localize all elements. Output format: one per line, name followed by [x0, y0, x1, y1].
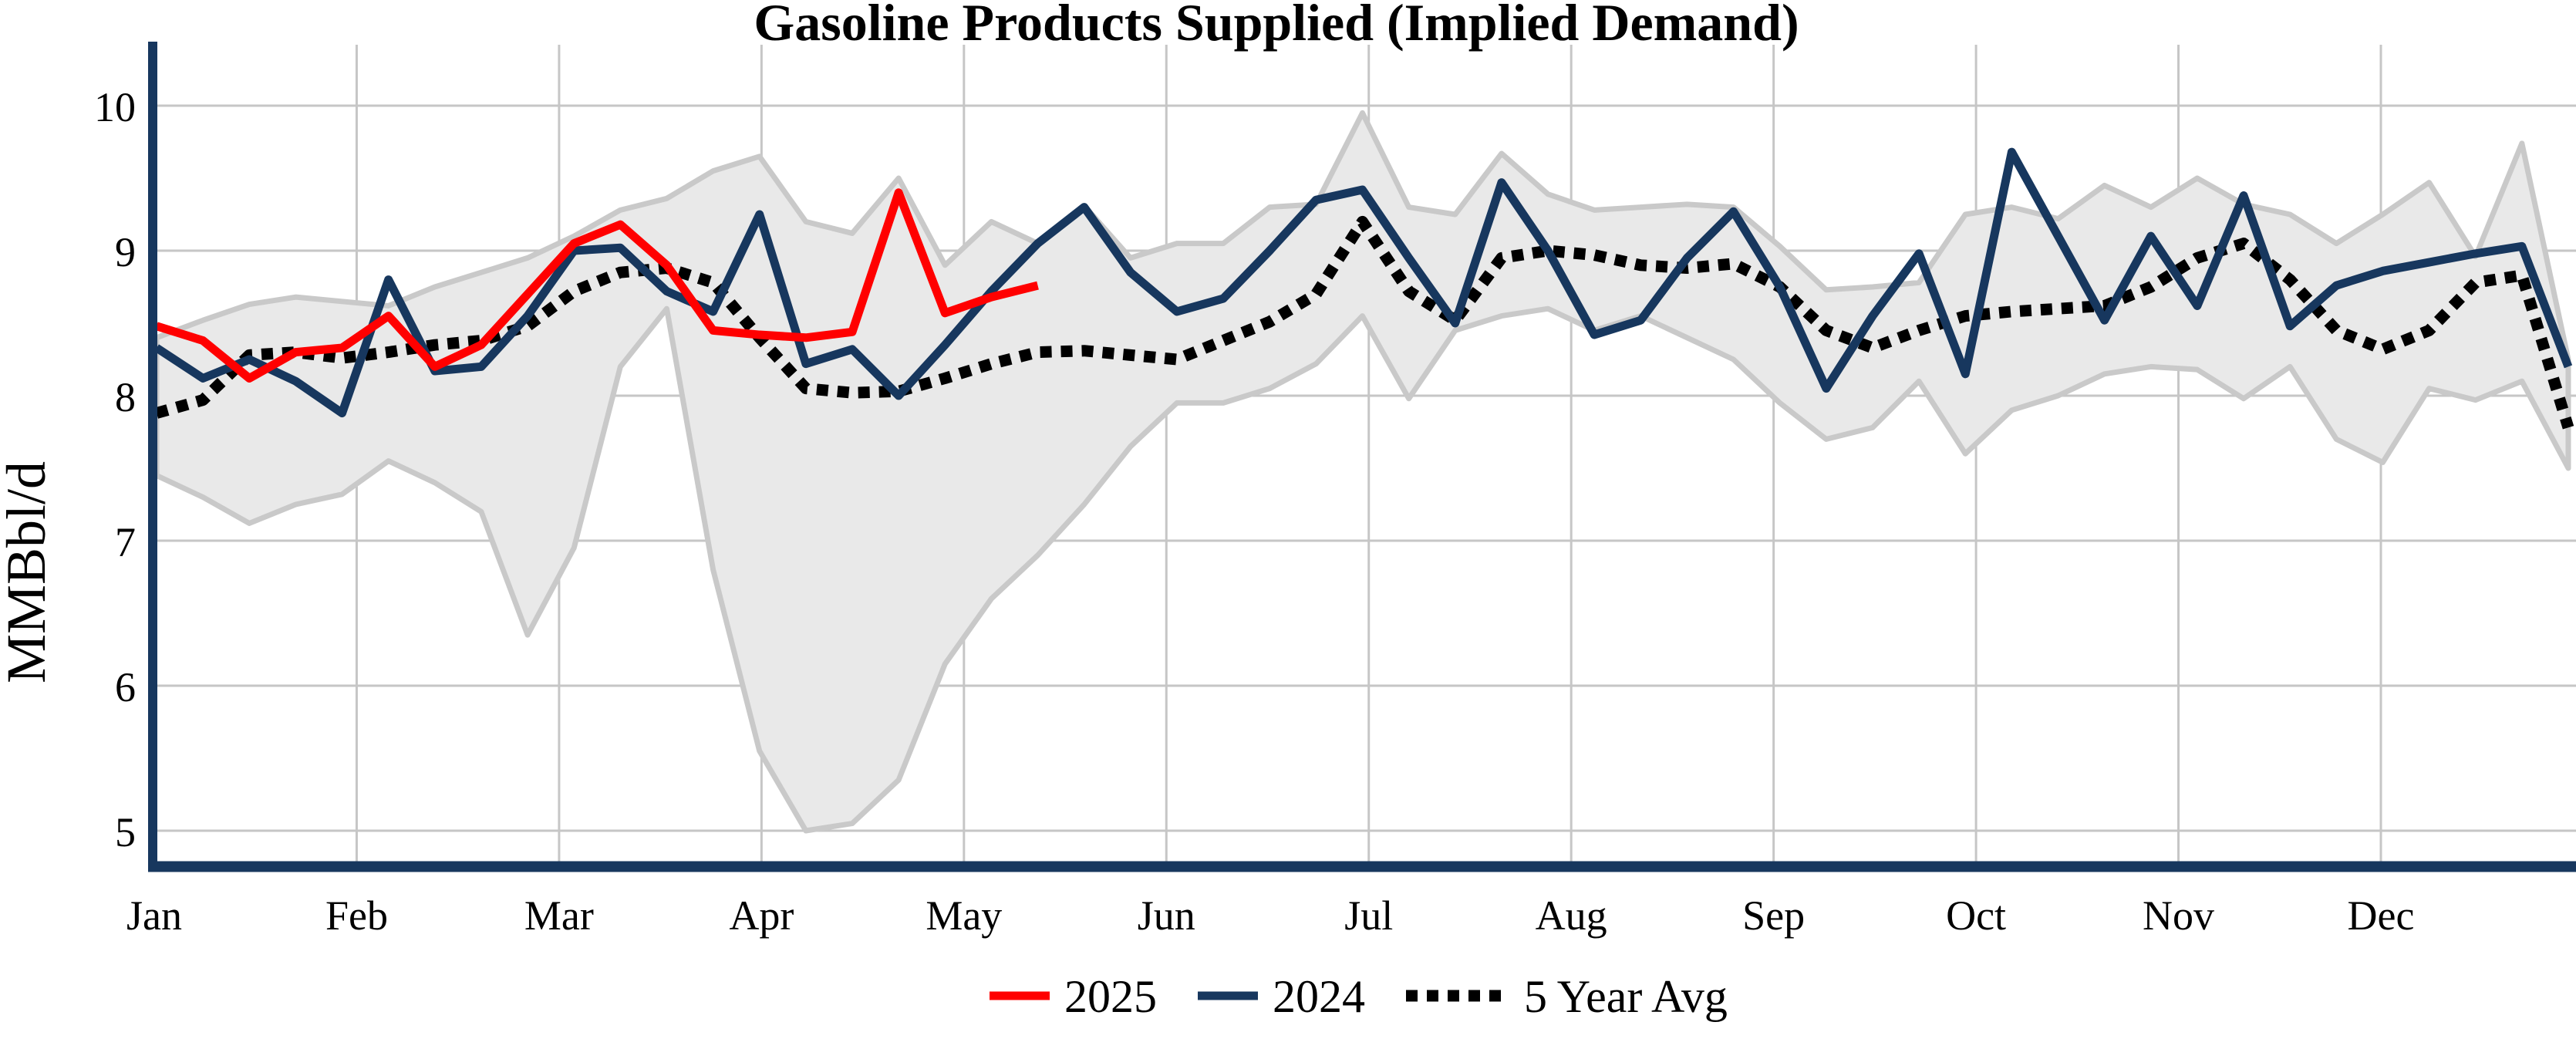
y-tick-6: 6 [115, 664, 136, 710]
y-axis-spine [148, 42, 157, 872]
x-tick-nov: Nov [2143, 892, 2214, 939]
x-tick-apr: Apr [729, 892, 794, 939]
legend-label-2025: 2025 [1064, 971, 1157, 1022]
x-tick-jan: Jan [126, 892, 182, 939]
five-year-range-polygon [153, 110, 2571, 834]
y-tick-8: 8 [115, 374, 136, 420]
y-tick-7: 7 [115, 519, 136, 565]
y-tick-9: 9 [115, 229, 136, 275]
x-tick-jul: Jul [1344, 892, 1393, 939]
x-tick-aug: Aug [1536, 892, 1607, 939]
y-axis-label: MMBbl/d [0, 461, 57, 683]
x-tick-may: May [926, 892, 1002, 939]
axis-spines [148, 42, 2576, 872]
y-tick-5: 5 [115, 809, 136, 855]
legend: 2025 2024 5 Year Avg [990, 971, 1728, 1022]
legend-label-2024: 2024 [1273, 971, 1365, 1022]
x-tick-sep: Sep [1742, 892, 1805, 939]
x-tick-feb: Feb [325, 892, 388, 939]
y-tick-10: 10 [94, 84, 136, 130]
x-tick-mar: Mar [524, 892, 594, 939]
five-year-range-band [153, 110, 2571, 834]
series-line-2025 [155, 188, 1039, 383]
tick-labels: 10 9 8 7 6 5 Jan Feb Mar Apr May Jun Jul Aug Sep Oct Nov… [94, 84, 2414, 939]
series-line-5-year-avg [154, 215, 2574, 430]
x-tick-jun: Jun [1138, 892, 1195, 939]
x-axis-spine [148, 861, 2576, 872]
series-line-2024 [153, 147, 2573, 418]
chart-title: Gasoline Products Supplied (Implied Dema… [754, 0, 1799, 52]
x-tick-dec: Dec [2348, 892, 2415, 939]
legend-label-5yr-avg: 5 Year Avg [1524, 971, 1728, 1022]
x-tick-oct: Oct [1946, 892, 2006, 939]
data-series [153, 147, 2574, 430]
